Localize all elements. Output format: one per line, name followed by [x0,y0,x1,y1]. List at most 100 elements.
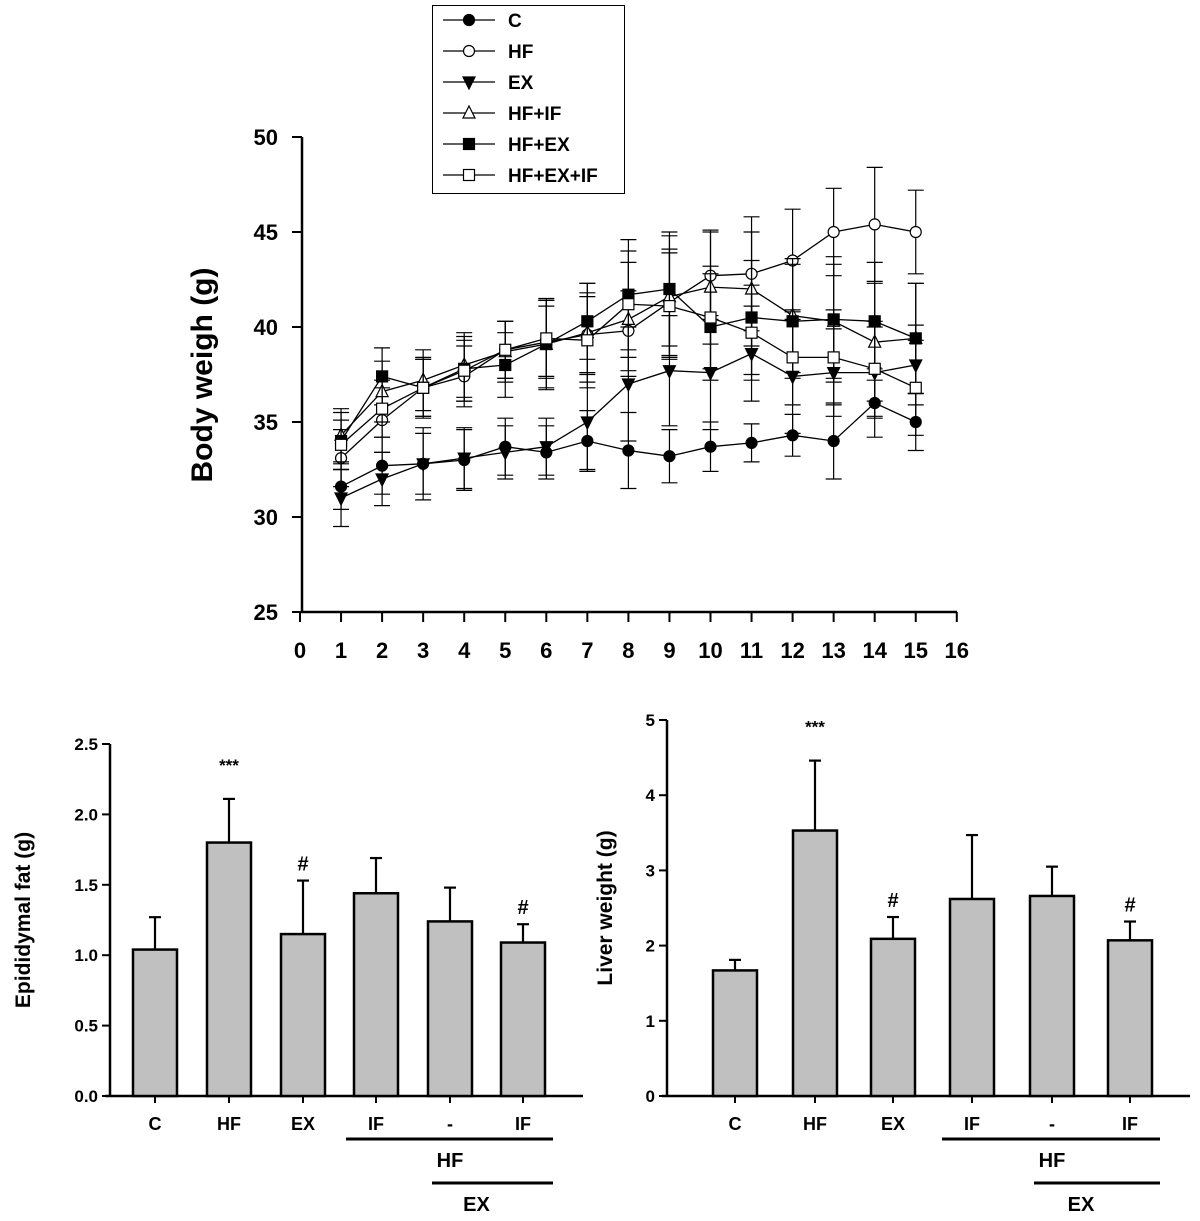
data-point [622,298,635,311]
data-point [827,225,840,239]
y-axis-label: Epididymal fat (g) [12,832,35,1008]
bar-IF [1106,939,1154,1098]
y-tick-label: 35 [254,410,278,435]
x-tick-label: 0 [294,638,306,663]
bar-HF [791,829,839,1098]
x-tick-label: IF [368,1114,384,1134]
data-point [375,473,390,488]
y-tick-label: 30 [254,505,278,530]
data-point [499,343,512,356]
legend-marker-open-circle-icon [462,44,476,58]
significance-annotation: # [517,897,528,919]
x-tick-label: 5 [499,638,511,663]
x-tick-label: C [729,1114,742,1134]
x-tick-label: 6 [540,638,552,663]
y-tick-label: 3 [646,861,655,880]
legend-label: HF+EX+IF [508,166,598,187]
x-tick-label: 3 [417,638,429,663]
x-tick-label: 12 [780,638,804,663]
x-tick-label: HF [803,1114,827,1134]
legend-label: HF+IF [508,104,561,125]
x-tick-label: IF [964,1114,980,1134]
data-point [457,452,472,467]
legend-marker-filled-square-icon [462,137,476,151]
x-tick-label: 4 [458,638,471,663]
x-tick-label: 15 [904,638,928,663]
data-point [827,351,840,364]
bar-IF [499,941,547,1098]
data-point [417,381,430,394]
bar-C [711,969,759,1098]
data-point [663,450,676,463]
x-tick-label: 13 [821,638,845,663]
x-tick-label: 2 [376,638,388,663]
bar-HF [205,841,253,1098]
data-point [663,300,676,313]
significance-annotation: *** [219,756,239,775]
significance-annotation: # [887,890,898,912]
data-point [745,326,758,339]
data-point [909,381,922,394]
x-tick-label: IF [515,1114,531,1134]
data-point [580,416,595,431]
data-point [622,444,635,457]
y-tick-label: 40 [254,315,278,340]
legend [432,5,625,194]
x-tick-label: 11 [740,638,763,663]
data-point [498,446,513,461]
x-tick-label: EX [881,1114,905,1134]
x-tick-label: C [149,1114,162,1134]
y-tick-label: 25 [254,600,278,625]
y-tick-label: 2.0 [74,805,98,824]
group-label: EX [1068,1194,1095,1216]
y-tick-label: 0 [646,1087,655,1106]
data-point [540,332,553,345]
y-tick-label: 2.5 [74,735,98,754]
data-point [458,364,471,377]
data-point [334,492,349,507]
x-tick-label: - [447,1114,453,1134]
x-tick-label: 9 [663,638,675,663]
data-point [581,334,594,347]
group-label: EX [463,1194,490,1216]
legend-label: C [508,11,522,32]
bar-IF [948,897,996,1098]
y-tick-label: 0.0 [74,1087,98,1106]
y-tick-label: 50 [254,125,278,150]
x-tick-label: 10 [698,638,722,663]
significance-annotation: # [1124,895,1135,917]
bar-EX [869,937,917,1098]
bar-- [1028,894,1076,1098]
significance-annotation: # [297,854,308,876]
bar-EX [279,932,327,1098]
y-tick-label: 1 [646,1012,655,1031]
y-tick-label: 45 [254,220,278,245]
data-point [909,225,922,239]
data-point [376,402,389,415]
bar-IF [352,891,400,1098]
data-point [868,362,881,375]
y-tick-label: 0.5 [74,1017,98,1036]
data-point [827,434,840,448]
group-label: HF [1039,1150,1066,1172]
y-tick-label: 4 [646,786,656,805]
x-tick-label: 8 [622,638,634,663]
y-tick-label: 5 [646,711,655,730]
x-tick-label: EX [291,1114,315,1134]
data-point [334,438,348,451]
x-tick-label: 14 [862,638,887,663]
x-tick-label: 16 [945,638,969,663]
data-point [745,436,758,449]
x-tick-label: HF [217,1114,241,1134]
data-point [416,458,431,473]
legend-label: EX [508,73,534,94]
y-tick-label: 1.5 [74,876,98,895]
data-point [662,365,677,380]
group-label: HF [437,1150,464,1172]
legend-marker-filled-circle-icon [462,13,476,27]
legend-label: HF+EX [508,135,570,156]
legend-marker-filled-triangle-down-icon [462,76,476,91]
bar-C [131,948,179,1098]
x-tick-label: IF [1122,1114,1138,1134]
